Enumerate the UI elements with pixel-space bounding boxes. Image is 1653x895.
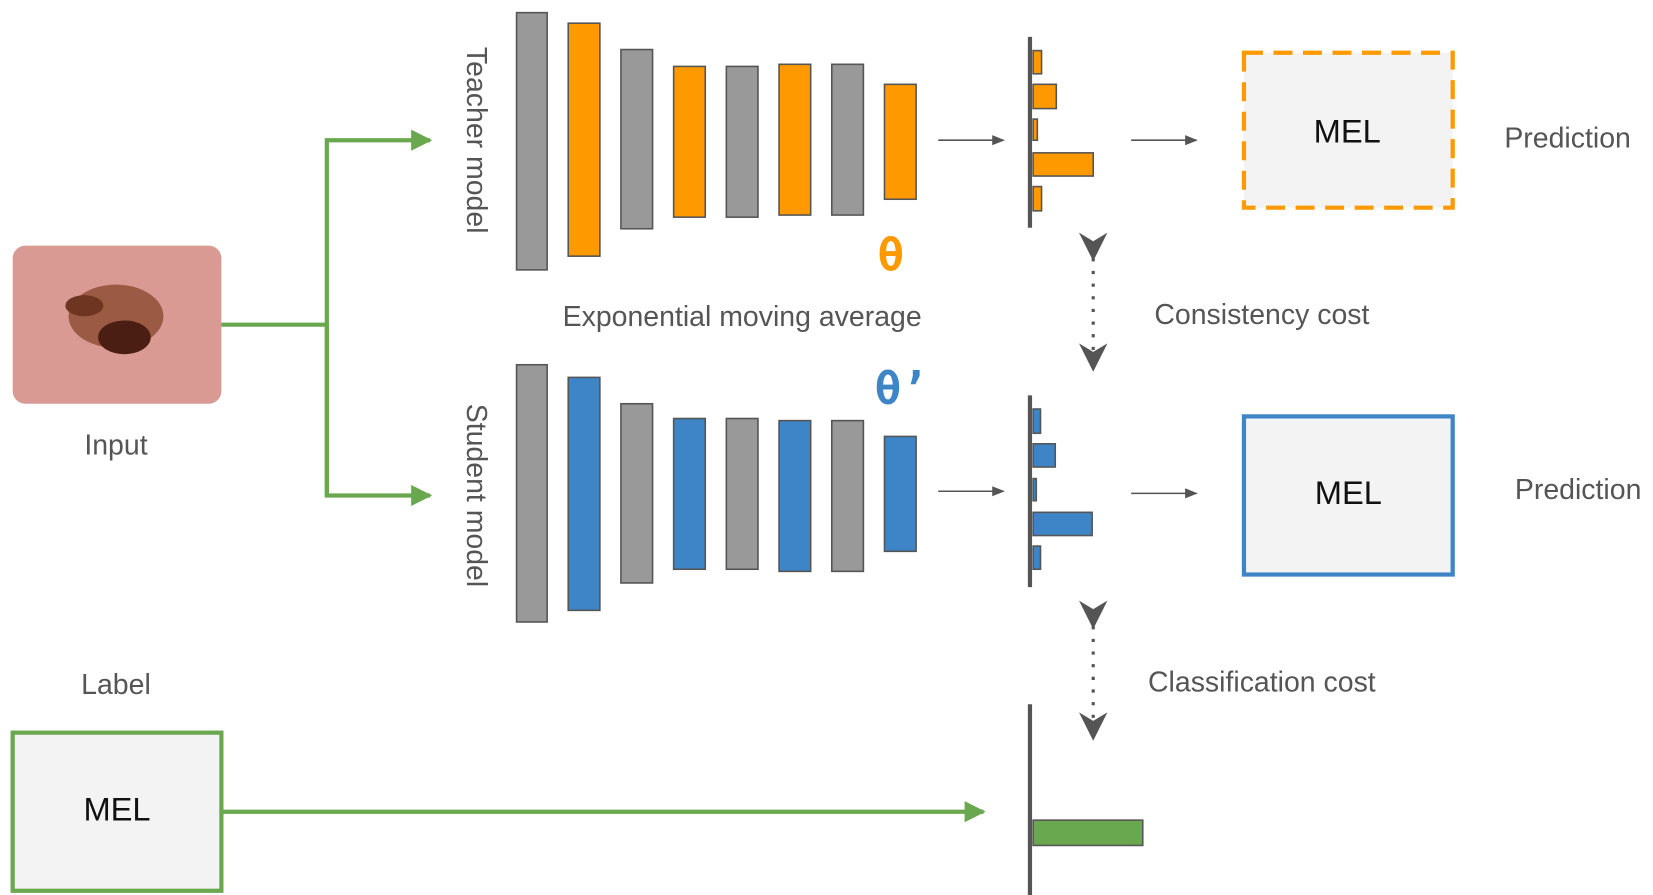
- diagram: Input Teacher model θ Exponential moving…: [0, 0, 1653, 895]
- student-prediction: MEL: [1315, 474, 1382, 511]
- input-image: [13, 246, 222, 404]
- student-symbol: θ’: [875, 364, 928, 415]
- teacher-label: Teacher model: [460, 47, 492, 234]
- consistency-cost: Consistency cost: [1154, 299, 1369, 331]
- label-output: [1030, 704, 1143, 895]
- label-caption: Label: [81, 669, 151, 701]
- student-label: Student model: [460, 404, 492, 588]
- teacher-symbol: θ: [877, 230, 904, 281]
- teacher-prediction-caption: Prediction: [1504, 123, 1631, 155]
- classification-cost: Classification cost: [1148, 667, 1376, 699]
- teacher-prediction: MEL: [1314, 113, 1381, 150]
- input-connectors: [221, 140, 430, 495]
- student-prediction-caption: Prediction: [1515, 474, 1642, 506]
- label-value: MEL: [83, 790, 150, 827]
- teacher-output: [1030, 37, 1093, 228]
- input-caption: Input: [84, 429, 147, 461]
- student-output: [1030, 395, 1092, 587]
- ema-label: Exponential moving average: [563, 301, 922, 333]
- student-layers: [517, 365, 917, 622]
- teacher-layers: [517, 13, 917, 270]
